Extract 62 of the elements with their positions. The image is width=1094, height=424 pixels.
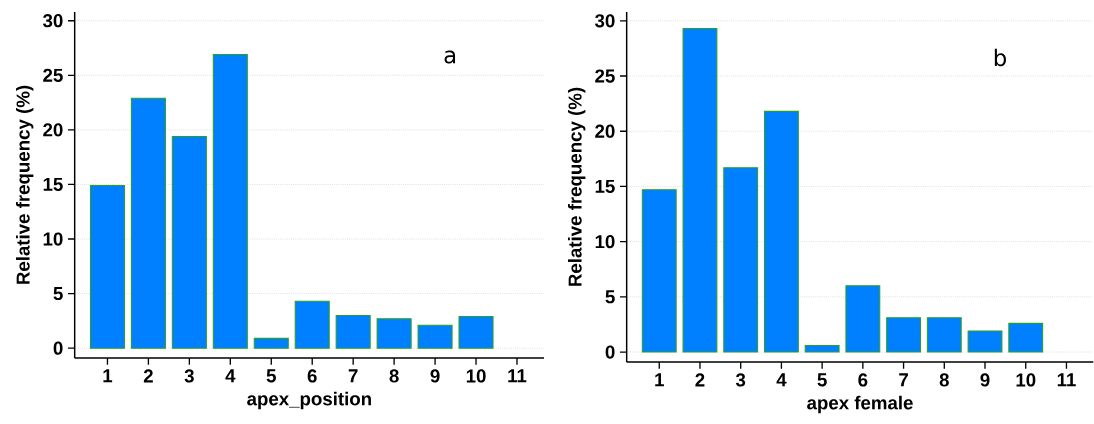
x-tick-label: 1 <box>655 373 664 387</box>
y-axis-title: Relative frequency (%) <box>567 87 586 286</box>
bar <box>723 167 759 353</box>
bar <box>886 317 922 353</box>
y-tick-label: 0 <box>605 345 615 359</box>
bar <box>253 337 289 349</box>
x-tick-label: 7 <box>348 369 358 383</box>
x-axis-title: apex_position <box>247 391 371 410</box>
x-tick-label: 5 <box>266 369 276 383</box>
x-tick-label: 8 <box>939 373 949 387</box>
x-tick-label: 10 <box>466 369 486 383</box>
bar <box>335 314 371 349</box>
bar <box>458 315 494 349</box>
bar <box>130 97 166 349</box>
bar <box>967 330 1003 353</box>
x-tick-label: 7 <box>899 373 908 387</box>
x-tick-label: 6 <box>307 369 317 383</box>
y-tick-label: 10 <box>595 235 615 249</box>
x-tick-label: 5 <box>817 373 827 387</box>
y-tick-label: 10 <box>43 232 63 246</box>
y-tick-label: 5 <box>53 287 63 301</box>
bar <box>845 285 881 353</box>
bar <box>804 344 840 353</box>
y-tick-label: 15 <box>43 177 63 191</box>
y-tick-label: 5 <box>605 290 615 304</box>
bar <box>682 28 718 353</box>
bar <box>294 300 330 349</box>
bar <box>926 317 962 353</box>
bar <box>212 54 248 349</box>
y-axis-title: Relative frequency (%) <box>15 85 34 284</box>
x-tick-label: 11 <box>508 369 527 383</box>
y-tick-label: 25 <box>43 68 63 82</box>
bar <box>376 318 412 349</box>
x-tick-label: 3 <box>735 373 746 387</box>
y-tick-label: 30 <box>594 14 615 28</box>
y-tick-label: 20 <box>595 124 615 138</box>
bar <box>171 135 207 349</box>
x-tick-label: 3 <box>184 369 194 383</box>
y-tick-label: 20 <box>43 123 63 137</box>
bar <box>1008 322 1044 353</box>
x-tick-label: 9 <box>980 373 990 387</box>
x-tick-label: 6 <box>858 373 868 387</box>
x-tick-label: 2 <box>143 369 153 383</box>
x-tick-label: 10 <box>1016 373 1036 387</box>
x-tick-label: 11 <box>1057 373 1076 387</box>
x-tick-label: 4 <box>776 373 787 387</box>
y-tick-label: 30 <box>42 14 63 28</box>
bar <box>641 189 677 353</box>
x-tick-label: 9 <box>430 369 440 383</box>
bar <box>89 185 125 349</box>
x-axis-title: apex female <box>807 395 913 414</box>
x-tick-label: 8 <box>389 369 399 383</box>
x-tick-label: 4 <box>225 369 236 383</box>
y-tick-label: 15 <box>595 179 615 193</box>
y-tick-label: 25 <box>595 69 615 83</box>
x-tick-label: 1 <box>103 369 113 383</box>
annotation: a <box>444 50 456 64</box>
bar <box>417 324 453 349</box>
y-tick-label: 0 <box>53 341 63 355</box>
annotation: b <box>994 48 1006 67</box>
bar <box>763 110 799 353</box>
x-tick-label: 2 <box>695 373 705 387</box>
